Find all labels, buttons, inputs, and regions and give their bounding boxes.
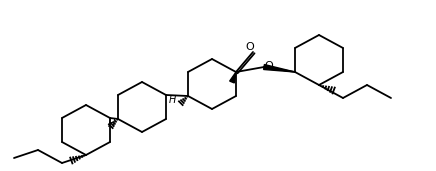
- Text: H: H: [108, 119, 115, 129]
- Polygon shape: [264, 64, 295, 72]
- Text: O: O: [245, 42, 254, 52]
- Polygon shape: [230, 72, 236, 83]
- Text: O: O: [265, 61, 273, 71]
- Text: H: H: [169, 95, 177, 105]
